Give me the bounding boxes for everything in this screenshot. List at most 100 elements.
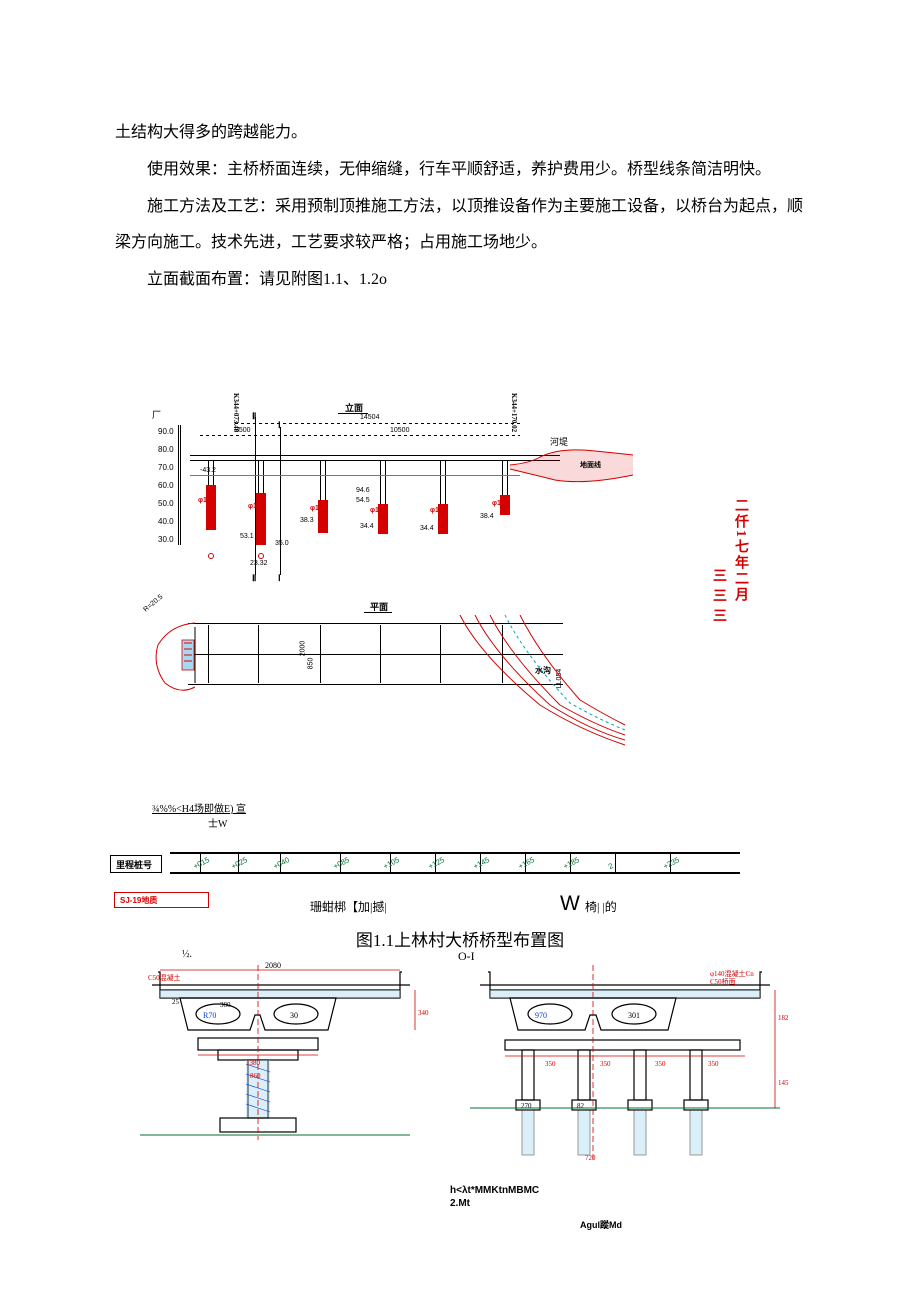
circle-icon: [208, 553, 214, 559]
mid-dim: 30: [290, 1011, 298, 1020]
depth: 54.5: [356, 497, 370, 504]
figure-caption: 图1.1上林村大桥桥型布置图: [0, 926, 920, 951]
approach-left: [140, 605, 200, 700]
ground-text: 地面线: [580, 460, 601, 470]
ytick: 60.0: [158, 481, 174, 490]
conc: C50混凝土: [148, 973, 181, 982]
pier-dia: φ180: [430, 507, 447, 514]
web-dim: 380: [220, 1001, 231, 1009]
ytick: 80.0: [158, 445, 174, 454]
foot-r: Agul蹤Md: [580, 1218, 622, 1231]
section-right: 970 301 350 350 350: [450, 960, 810, 1210]
ytick: 30.0: [158, 535, 174, 544]
deck-w: 2080: [265, 961, 281, 970]
plan-pier: [258, 625, 259, 683]
pier: [380, 461, 386, 509]
river-plan: [400, 615, 630, 755]
depth: 34.4: [420, 525, 434, 532]
side-dim: 145: [778, 1079, 789, 1087]
span-part: 350: [655, 1060, 666, 1068]
ht: 340: [418, 1009, 429, 1017]
strip-chart: ¾%%<H4场即做E) 宣 士W 里程桩号 +015 +025 +040 +08…: [110, 800, 810, 920]
circle-icon: [258, 553, 264, 559]
para-2: 使用效果：主桥桥面连续，无伸缩缝，行车平顺舒适，养护费用少。桥型线条简洁明快。: [115, 152, 810, 187]
side-legend: 二仟1七年二月 三三三: [704, 498, 750, 648]
strip-left-box: [110, 855, 162, 873]
depth: 38.3: [300, 517, 314, 524]
para-3: 施工方法及工艺：采用预制顶推施工方法，以顶推设备作为主要施工设备，以桥台为起点，…: [115, 189, 810, 259]
box-r: 970: [535, 1011, 547, 1020]
y-axis: [180, 425, 181, 545]
mid-text: 珊蚶梆【加|撼|: [310, 898, 387, 915]
plan-pier: [208, 625, 209, 683]
depth: 94.6: [356, 487, 370, 494]
riverside-label: 河堤: [550, 435, 568, 448]
para-4: 立面截面布置：请见附图1.1、1.2o: [115, 262, 810, 297]
plan-dim: 850: [307, 658, 314, 670]
span-part: 350: [708, 1060, 719, 1068]
span-line2: [200, 435, 520, 436]
span-1: 3500: [235, 427, 251, 434]
legend-l2: 三三三: [708, 568, 728, 628]
top-dim: -43.2: [200, 467, 216, 474]
col-w: 860: [250, 1072, 261, 1080]
conc-top: φ140混凝土Cn: [710, 969, 754, 978]
sec-I-line: [280, 427, 281, 575]
legend-l1: 二仟1七年二月: [730, 498, 750, 603]
edge-dim: 25: [172, 998, 180, 1006]
section-left: R70 30 25 2080 1380 860 340 380 C50混凝土: [100, 960, 440, 1210]
foot-l2: 2.Mt: [450, 1198, 470, 1209]
strip-band: [170, 852, 740, 874]
pier: [440, 461, 446, 509]
box-r: R70: [203, 1011, 216, 1020]
pier-dia: φ180: [370, 507, 387, 514]
span-part: 350: [600, 1060, 611, 1068]
right-W: W: [560, 892, 580, 916]
depth-ex: 23.32: [250, 560, 268, 567]
ytick: 90.0: [158, 427, 174, 436]
ytick: 50.0: [158, 499, 174, 508]
mid-dim: 301: [628, 1011, 640, 1020]
side-dim: 182: [778, 1014, 789, 1022]
right-han: 椅| |的: [585, 898, 617, 915]
body-text: 土结构大得多的跨越能力。 使用效果：主桥桥面连续，无伸缩缝，行车平顺舒适，养护费…: [0, 0, 920, 297]
piles: [522, 1110, 702, 1155]
plan-pier: [380, 625, 381, 683]
cross-sections: R70 30 25 2080 1380 860 340 380 C50混凝土: [110, 960, 810, 1220]
para-1: 土结构大得多的跨越能力。: [115, 115, 810, 150]
pier-red: [206, 485, 216, 530]
pier-dia: φ120: [198, 497, 215, 504]
plan-title-ul: [364, 612, 392, 613]
ytick: 40.0: [158, 517, 174, 526]
strip-tickline: [615, 852, 616, 874]
conc-top2: C50桥面: [710, 977, 736, 986]
span-line: [235, 423, 520, 424]
pretext: ¾%%<H4场即做E) 宣: [152, 800, 246, 815]
pier-red: [256, 493, 266, 545]
plan-pier: [320, 625, 321, 683]
depth-ex: 35.0: [275, 540, 289, 547]
plan-dim: 2000: [299, 641, 306, 657]
depth-ex: 53.1: [240, 533, 254, 540]
cap-d: 270: [521, 1102, 532, 1110]
pretext2: 士W: [208, 815, 227, 830]
y-axis: [178, 425, 179, 545]
pier-dia: φ180: [310, 505, 327, 512]
cap-d: 82: [577, 1102, 585, 1110]
marker-right: K344+170.02: [510, 393, 518, 432]
total-span: 14504: [360, 414, 379, 421]
pier-dia: φ150: [248, 503, 265, 510]
cap-w: 1380: [246, 1059, 261, 1067]
columns: [522, 1050, 702, 1100]
ground-profile: [505, 445, 635, 555]
foot-l1: h<λt*MMKtnMBMC: [450, 1185, 539, 1196]
marker-sym: 厂: [152, 408, 161, 421]
water-line: [190, 475, 520, 476]
span-2: 10500: [390, 427, 409, 434]
span-part: 350: [545, 1060, 556, 1068]
depth: 38.4: [480, 513, 494, 520]
sub-ls: ½.: [182, 949, 192, 960]
depth: 34.4: [360, 523, 374, 530]
frame-label: SJ-19地质: [120, 895, 157, 906]
pile-d: 720: [585, 1154, 596, 1162]
